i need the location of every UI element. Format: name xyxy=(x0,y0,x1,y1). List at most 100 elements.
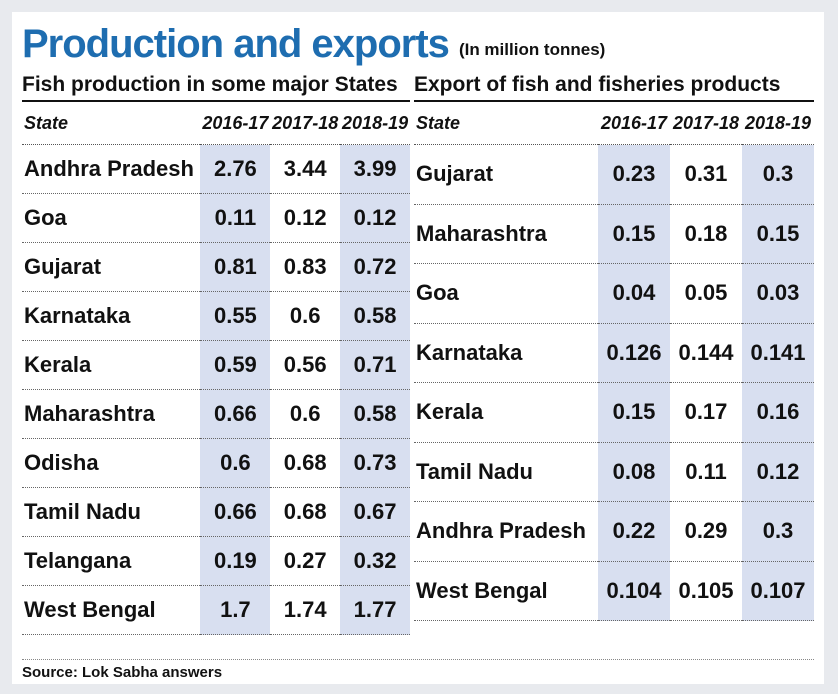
value-cell-2016-17: 0.08 xyxy=(598,442,670,502)
state-cell: West Bengal xyxy=(22,585,201,635)
value-cell-2017-18: 0.18 xyxy=(670,204,742,264)
value-cell-2017-18: 0.29 xyxy=(670,501,742,562)
state-cell: Andhra Pradesh xyxy=(22,144,201,194)
table-row: Kerala 0.59 0.56 0.71 xyxy=(22,340,410,390)
value-cell-2016-17: 0.59 xyxy=(200,340,271,390)
value-cell-2016-17: 0.81 xyxy=(200,242,271,292)
value-cell-2018-19: 3.99 xyxy=(340,144,410,194)
table-row: Tamil Nadu 0.66 0.68 0.67 xyxy=(22,487,410,537)
value-cell-2016-17: 0.11 xyxy=(200,193,271,243)
value-cell-2016-17: 0.22 xyxy=(598,501,670,562)
value-cell-2017-18: 0.05 xyxy=(670,263,742,324)
source-divider xyxy=(22,659,814,660)
column-header-2018-19: 2018-19 xyxy=(340,102,410,145)
table-row: Telangana 0.19 0.27 0.32 xyxy=(22,536,410,586)
value-cell-2017-18: 0.105 xyxy=(670,561,742,621)
value-cell-2016-17: 0.23 xyxy=(598,144,670,205)
value-cell-2018-19: 0.58 xyxy=(340,291,410,341)
value-cell-2017-18: 0.31 xyxy=(670,144,742,205)
production-table-title: Fish production in some major States xyxy=(22,70,410,102)
value-cell-2017-18: 0.6 xyxy=(270,291,341,341)
tables-container: Fish production in some major States Sta… xyxy=(22,70,814,635)
value-cell-2016-17: 0.126 xyxy=(598,323,670,383)
state-cell: Goa xyxy=(414,263,598,324)
state-cell: West Bengal xyxy=(414,561,598,621)
table-row: Gujarat 0.23 0.31 0.3 xyxy=(414,144,814,205)
table-row: Tamil Nadu 0.08 0.11 0.12 xyxy=(414,442,814,502)
exports-table-title: Export of fish and fisheries products xyxy=(414,70,814,102)
value-cell-2018-19: 0.03 xyxy=(742,263,814,324)
value-cell-2017-18: 0.144 xyxy=(670,323,742,383)
value-cell-2017-18: 0.27 xyxy=(270,536,341,586)
table-row: Kerala 0.15 0.17 0.16 xyxy=(414,382,814,443)
value-cell-2018-19: 0.72 xyxy=(340,242,410,292)
state-cell: Tamil Nadu xyxy=(414,442,598,502)
value-cell-2016-17: 1.7 xyxy=(200,585,271,635)
value-cell-2017-18: 0.56 xyxy=(270,340,341,390)
column-header-2016-17: 2016-17 xyxy=(200,102,271,145)
production-panel: Fish production in some major States Sta… xyxy=(22,70,410,635)
exports-table: State 2016-17 2017-18 2018-19 Gujarat 0.2… xyxy=(414,102,814,621)
value-cell-2017-18: 0.11 xyxy=(670,442,742,502)
table-row: Maharashtra 0.66 0.6 0.58 xyxy=(22,389,410,439)
value-cell-2016-17: 0.19 xyxy=(200,536,271,586)
value-cell-2016-17: 2.76 xyxy=(200,144,271,194)
production-header-row: State 2016-17 2017-18 2018-19 xyxy=(22,102,410,145)
column-header-2017-18: 2017-18 xyxy=(670,102,742,145)
infographic-card: Production and exports (In million tonne… xyxy=(12,12,824,684)
value-cell-2016-17: 0.15 xyxy=(598,382,670,443)
state-cell: Gujarat xyxy=(22,242,201,292)
column-header-state: State xyxy=(414,102,598,145)
value-cell-2017-18: 0.12 xyxy=(270,193,341,243)
column-header-2017-18: 2017-18 xyxy=(270,102,341,145)
state-cell: Gujarat xyxy=(414,144,598,205)
state-cell: Tamil Nadu xyxy=(22,487,201,537)
production-table-body: Andhra Pradesh 2.76 3.44 3.99 Goa 0.11 0.12 0.1… xyxy=(22,144,410,635)
value-cell-2017-18: 1.74 xyxy=(270,585,341,635)
value-cell-2018-19: 0.67 xyxy=(340,487,410,537)
exports-table-body: Gujarat 0.23 0.31 0.3 Maharashtra 0.15 0.18 0.1… xyxy=(414,144,814,621)
value-cell-2018-19: 0.3 xyxy=(742,501,814,562)
value-cell-2018-19: 0.73 xyxy=(340,438,410,488)
table-row: Odisha 0.6 0.68 0.73 xyxy=(22,438,410,488)
state-cell: Andhra Pradesh xyxy=(414,501,598,562)
value-cell-2016-17: 0.66 xyxy=(200,487,271,537)
column-header-2016-17: 2016-17 xyxy=(598,102,670,145)
table-row: Andhra Pradesh 2.76 3.44 3.99 xyxy=(22,144,410,194)
value-cell-2017-18: 0.17 xyxy=(670,382,742,443)
production-table: State 2016-17 2017-18 2018-19 Andhra Pra… xyxy=(22,102,410,635)
value-cell-2016-17: 0.04 xyxy=(598,263,670,324)
exports-header-row: State 2016-17 2017-18 2018-19 xyxy=(414,102,814,145)
column-header-2018-19: 2018-19 xyxy=(742,102,814,145)
value-cell-2017-18: 0.68 xyxy=(270,487,341,537)
state-cell: Odisha xyxy=(22,438,201,488)
state-cell: Goa xyxy=(22,193,201,243)
value-cell-2018-19: 0.12 xyxy=(742,442,814,502)
value-cell-2017-18: 0.68 xyxy=(270,438,341,488)
table-row: West Bengal 1.7 1.74 1.77 xyxy=(22,585,410,635)
source-note: Source: Lok Sabha answers xyxy=(22,664,223,681)
state-cell: Maharashtra xyxy=(22,389,201,439)
state-cell: Telangana xyxy=(22,536,201,586)
value-cell-2018-19: 0.3 xyxy=(742,144,814,205)
value-cell-2018-19: 0.32 xyxy=(340,536,410,586)
value-cell-2018-19: 1.77 xyxy=(340,585,410,635)
value-cell-2017-18: 0.83 xyxy=(270,242,341,292)
value-cell-2018-19: 0.71 xyxy=(340,340,410,390)
value-cell-2018-19: 0.107 xyxy=(742,561,814,621)
table-row: Goa 0.11 0.12 0.12 xyxy=(22,193,410,243)
state-cell: Kerala xyxy=(22,340,201,390)
table-row: Goa 0.04 0.05 0.03 xyxy=(414,263,814,324)
table-row: Karnataka 0.55 0.6 0.58 xyxy=(22,291,410,341)
value-cell-2017-18: 3.44 xyxy=(270,144,341,194)
page-title: Production and exports xyxy=(22,22,450,66)
state-cell: Kerala xyxy=(414,382,598,443)
value-cell-2018-19: 0.16 xyxy=(742,382,814,443)
value-cell-2016-17: 0.6 xyxy=(200,438,271,488)
state-cell: Karnataka xyxy=(22,291,201,341)
unit-label: (In million tonnes) xyxy=(458,40,606,59)
table-row: Karnataka 0.126 0.144 0.141 xyxy=(414,323,814,383)
table-row: Maharashtra 0.15 0.18 0.15 xyxy=(414,204,814,264)
value-cell-2016-17: 0.15 xyxy=(598,204,670,264)
value-cell-2018-19: 0.141 xyxy=(742,323,814,383)
